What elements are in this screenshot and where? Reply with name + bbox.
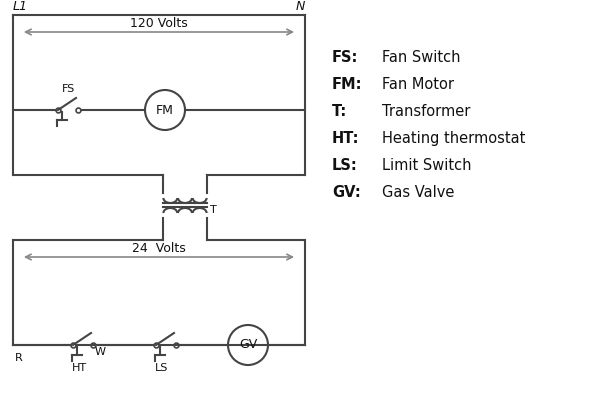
Text: L1: L1 [13,0,28,13]
Text: GV: GV [239,338,257,352]
Text: T: T [210,205,217,215]
Text: LS: LS [155,363,169,373]
Text: N: N [296,0,305,13]
Text: T:: T: [332,104,348,119]
Text: R: R [15,353,23,363]
Text: FM:: FM: [332,77,362,92]
Text: HT: HT [71,363,87,373]
Text: Gas Valve: Gas Valve [382,185,454,200]
Text: Limit Switch: Limit Switch [382,158,471,173]
Text: Transformer: Transformer [382,104,470,119]
Text: Heating thermostat: Heating thermostat [382,131,525,146]
Text: GV:: GV: [332,185,360,200]
Text: LS:: LS: [332,158,358,173]
Text: Fan Motor: Fan Motor [382,77,454,92]
Text: W: W [95,347,106,357]
Text: FM: FM [156,104,174,116]
Text: FS: FS [62,84,76,94]
Text: FS:: FS: [332,50,358,65]
Text: 24  Volts: 24 Volts [132,242,186,255]
Text: HT:: HT: [332,131,359,146]
Text: Fan Switch: Fan Switch [382,50,461,65]
Text: 120 Volts: 120 Volts [130,17,188,30]
